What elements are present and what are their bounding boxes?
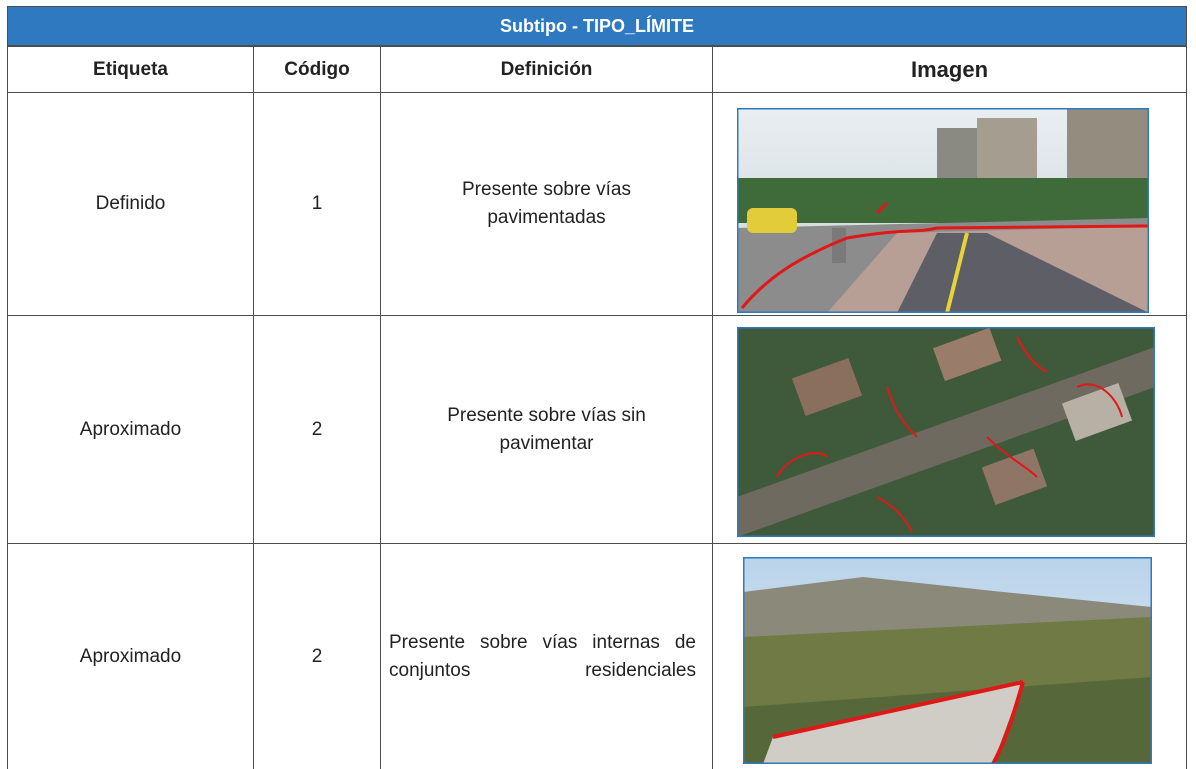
- col-border: [712, 46, 713, 769]
- definition-cell: Presente sobre vías internas de conjunto…: [381, 544, 712, 769]
- label-cell: Aproximado: [79, 418, 182, 440]
- code-cell: 2: [311, 645, 323, 667]
- col-border: [1186, 46, 1187, 769]
- column-header: Etiqueta: [93, 58, 168, 80]
- column-header: Código: [284, 58, 350, 80]
- col-border: [253, 46, 254, 769]
- label-cell: Aproximado: [79, 645, 182, 667]
- definition-text: Presente sobre vías internas de conjunto…: [389, 631, 696, 681]
- definition-cell: Presente sobre vías pavimentadas: [462, 179, 631, 228]
- column-header: Imagen: [910, 56, 989, 82]
- col-border: [7, 46, 8, 769]
- column-header: Definición: [500, 58, 593, 80]
- code-cell: 1: [311, 193, 323, 214]
- aerial-photo: [737, 327, 1155, 537]
- row-border: [7, 92, 1187, 93]
- street-photo: [737, 108, 1149, 313]
- row-border: [7, 543, 1187, 544]
- row-border: [7, 46, 1187, 47]
- label-cell: Definido: [95, 193, 166, 214]
- col-border: [380, 46, 381, 769]
- code-cell: 2: [311, 418, 323, 440]
- table-title: Subtipo - TIPO_LÍMITE: [7, 6, 1187, 46]
- row-border: [7, 315, 1187, 316]
- hillside-photo: [743, 557, 1152, 764]
- definition-cell: Presente sobre vías sin pavimentar: [447, 404, 646, 454]
